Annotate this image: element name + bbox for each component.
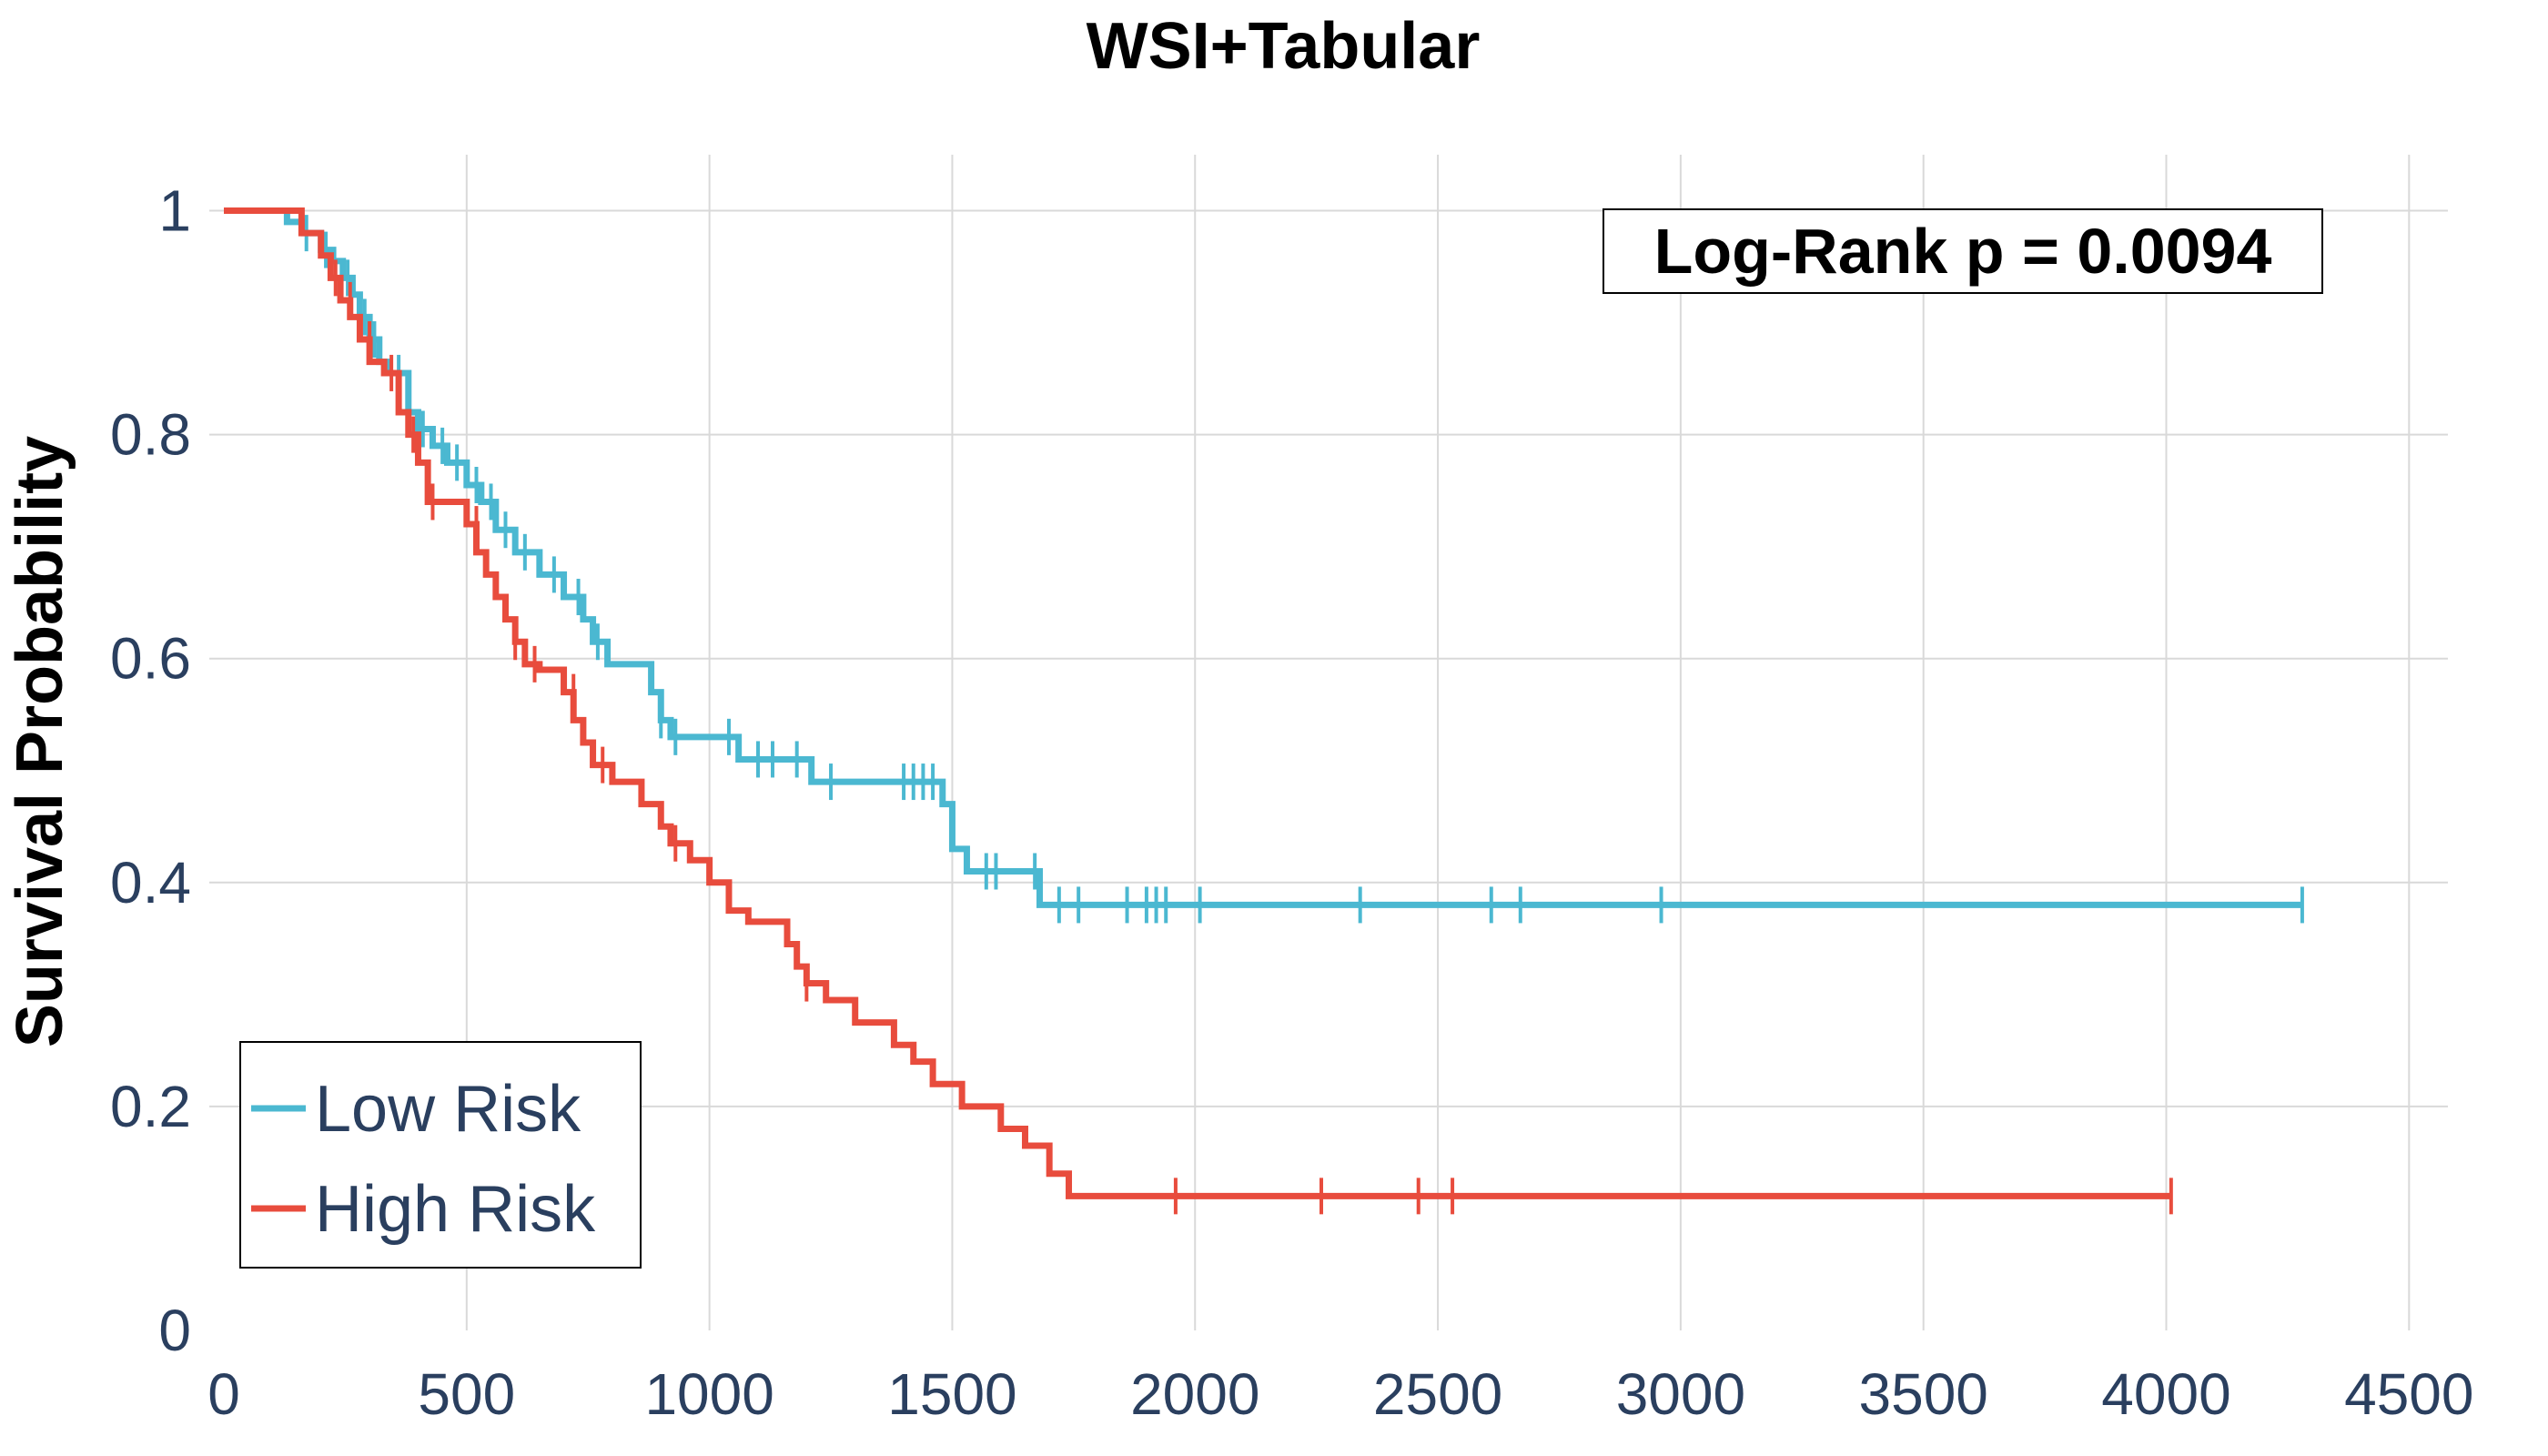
- x-tick-label: 4000: [2101, 1361, 2230, 1427]
- annotation-border: [1603, 208, 2323, 294]
- y-tick-label: 0: [158, 1298, 191, 1363]
- log-rank-annotation: Log-Rank p = 0.0094: [1654, 216, 2272, 287]
- x-tick-label: 2500: [1373, 1361, 1502, 1427]
- series-low-risk: [224, 207, 2304, 924]
- legend-label-high-risk: High Risk: [315, 1173, 596, 1246]
- y-tick-label: 1: [158, 178, 191, 244]
- survival-curve: [224, 207, 2171, 1199]
- y-tick-label: 0.2: [110, 1074, 191, 1139]
- legend: Low Risk High Risk: [239, 1041, 642, 1269]
- x-tick-label: 0: [207, 1361, 240, 1427]
- x-tick-label: 500: [418, 1361, 515, 1427]
- legend-label-low-risk: Low Risk: [315, 1073, 581, 1146]
- x-tick-label: 2000: [1130, 1361, 1259, 1427]
- x-tick-label: 1000: [644, 1361, 774, 1427]
- y-tick-label: 0.4: [110, 850, 191, 915]
- y-axis-label: Survival Probability: [4, 436, 76, 1047]
- x-tick-label: 4500: [2344, 1361, 2473, 1427]
- chart-title: WSI+Tabular: [1087, 10, 1481, 83]
- axis-ticks: 0 500 1000 1500 2000 2500 3000 3500 4000 4500 0 0.2…: [110, 178, 2473, 1427]
- survival-curve: [224, 207, 2302, 908]
- x-tick-label: 3500: [1859, 1361, 1988, 1427]
- series-layer: [224, 207, 2304, 1215]
- y-tick-label: 0.8: [110, 402, 191, 468]
- legend-border: [239, 1041, 642, 1269]
- x-tick-label: 3000: [1616, 1361, 1745, 1427]
- series-high-risk: [224, 207, 2173, 1215]
- x-tick-label: 1500: [887, 1361, 1016, 1427]
- y-tick-label: 0.6: [110, 626, 191, 692]
- annotation-box: Log-Rank p = 0.0094: [1603, 208, 2323, 294]
